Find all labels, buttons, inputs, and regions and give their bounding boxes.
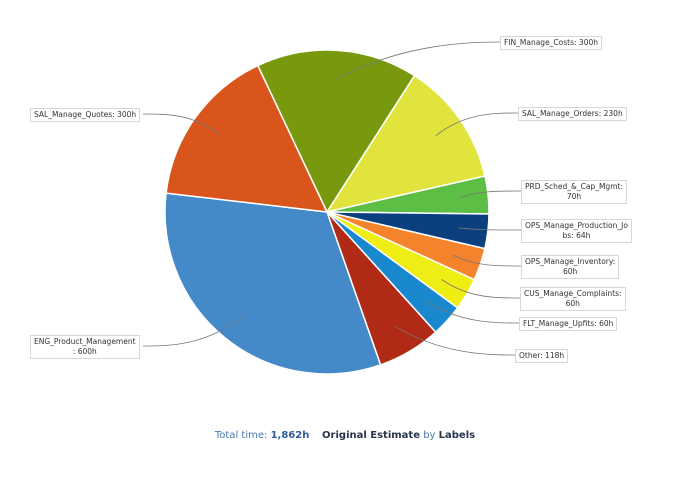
pie-slice-fin-manage-costs[interactable] (256, 49, 416, 214)
slice-label: CUS_Manage_Complaints: 60h (520, 287, 626, 311)
slice-label: OPS_Manage_Inventory: 60h (521, 255, 620, 279)
slice-label: SAL_Manage_Orders: 230h (518, 107, 627, 121)
slice-label: PRD_Sched_&_Cap_Mgmt: 70h (521, 180, 627, 204)
connector-line (394, 325, 516, 356)
by-text: by (423, 430, 436, 441)
pie-slice-eng-product-management[interactable] (164, 192, 382, 375)
slice-label: FLT_Manage_Upfits: 60h (519, 317, 618, 331)
slice-label: FIN_Manage_Costs: 300h (500, 36, 602, 50)
connector-line (425, 300, 520, 324)
pie-slice-sal-manage-quotes[interactable] (165, 64, 329, 213)
slice-label: SAL_Manage_Quotes: 300h (30, 108, 141, 122)
connector-line (335, 41, 501, 80)
connector-line (441, 279, 521, 299)
connector-line (435, 112, 519, 136)
total-time-label: Total time: (214, 430, 268, 441)
connector-line (142, 113, 220, 135)
slice-label: ENG_Product_Management: 600h (30, 335, 140, 359)
slice-label: Other: 118h (515, 349, 569, 363)
connector-line (452, 254, 522, 267)
connector-line (458, 227, 522, 231)
connector-line (458, 190, 522, 199)
metric-name[interactable]: Original Estimate (322, 430, 420, 441)
total-time-value: 1,862h (270, 430, 310, 441)
slice-label: OPS_Manage_Production_Jo bs: 64h (521, 219, 632, 243)
connector-line (142, 315, 245, 347)
group-name[interactable]: Labels (438, 430, 476, 441)
pie-slice-sal-manage-orders[interactable] (325, 74, 486, 214)
chart-footer: Total time: 1,862h Original Estimate by … (0, 430, 690, 441)
